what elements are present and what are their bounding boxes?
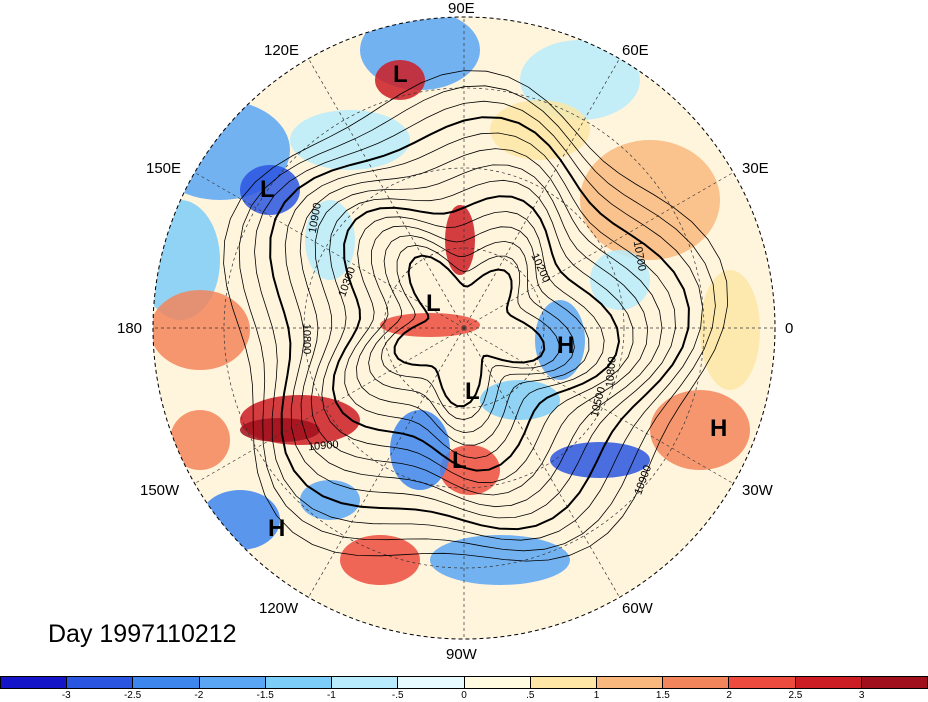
low-pressure-marker: L — [452, 447, 467, 474]
low-pressure-marker: L — [393, 61, 408, 88]
contour-line — [344, 211, 605, 459]
colorbar-swatch — [1, 677, 68, 688]
anomaly-patch — [390, 410, 450, 490]
colorbar-tick-label: -3 — [61, 690, 71, 701]
map-boundary — [152, 16, 776, 640]
anomaly-patch — [480, 380, 560, 420]
contour-line — [321, 179, 634, 484]
contour-line — [223, 70, 729, 562]
low-pressure-marker: L — [426, 290, 441, 317]
contour-line — [299, 148, 663, 508]
colorbar-swatch — [199, 677, 266, 688]
parallel-circle — [303, 167, 625, 489]
colorbar-tick-label: 1.5 — [655, 690, 670, 701]
anomaly-patch — [550, 442, 650, 478]
meridian-line — [463, 327, 734, 484]
height-contours — [223, 70, 729, 562]
lon-label-60e: 60E — [622, 42, 649, 59]
anomaly-field — [153, 17, 775, 639]
colorbar — [0, 676, 928, 689]
colorbar-swatch — [67, 677, 134, 688]
colorbar-swatch — [596, 677, 664, 688]
colorbar-swatch — [663, 677, 730, 688]
high-pressure-marker: H — [557, 332, 575, 359]
colorbar-tick-label: 2.5 — [788, 690, 803, 701]
anomaly-patch — [490, 100, 590, 160]
lon-label-60w: 60W — [622, 600, 653, 617]
anomaly-patch — [535, 300, 585, 380]
lon-label-90e: 90E — [448, 0, 475, 17]
colorbar-swatch — [530, 677, 597, 688]
parallel-circle — [223, 87, 705, 569]
contour-line — [368, 235, 575, 434]
colorbar-tick-label: -2.5 — [123, 690, 142, 701]
colorbar-swatch — [729, 677, 796, 688]
contour-line — [331, 195, 621, 472]
anomaly-patch — [380, 313, 480, 337]
lon-label-0: 0 — [785, 320, 794, 337]
meridian-line — [463, 58, 620, 329]
anomaly-patch — [375, 60, 425, 100]
lon-label-90w: 90W — [446, 646, 477, 663]
colorbar-swatch — [133, 677, 200, 688]
lon-label-120e: 120E — [264, 42, 300, 59]
anomaly-patch — [580, 140, 720, 260]
low-pressure-marker: L — [260, 176, 275, 203]
colorbar-swatch — [464, 677, 531, 688]
lon-label-150e: 150E — [146, 160, 182, 177]
lon-label-30w: 30W — [742, 482, 773, 499]
lon-label-120w: 120W — [259, 600, 299, 617]
anomaly-patch — [590, 250, 650, 310]
colorbar-tick-label: 2 — [726, 690, 732, 701]
contour-line — [238, 85, 716, 552]
anomaly-patch — [170, 410, 230, 470]
contour-line — [284, 132, 676, 519]
colorbar-swatch — [398, 677, 465, 688]
high-pressure-marker: H — [268, 515, 286, 542]
colorbar-tick-label: -1 — [326, 690, 336, 701]
colorbar-tick-label: -2 — [194, 690, 204, 701]
colorbar-tick-label: -1.5 — [256, 690, 274, 701]
colorbar-labels: -3 -2.5 -2 -1.5 -1 -.5 0 .5 1 1.5 2 2.5 3 — [0, 690, 928, 702]
anomaly-patch — [445, 205, 475, 275]
contour-line — [269, 116, 690, 531]
parallel-circle — [383, 247, 545, 409]
colorbar-tick-label: 0 — [461, 690, 467, 701]
anomaly-patch — [340, 535, 420, 585]
contour-line — [254, 100, 703, 541]
contour-line — [356, 225, 590, 446]
low-pressure-marker: L — [465, 378, 480, 405]
colorbar-tick-label: .5 — [526, 690, 535, 701]
anomaly-patch — [520, 40, 640, 120]
high-pressure-marker: H — [710, 415, 728, 442]
anomaly-patch — [153, 290, 250, 370]
contour-line — [380, 244, 560, 421]
colorbar-swatch — [265, 677, 333, 688]
meridian-line — [308, 58, 465, 329]
lon-label-30e: 30E — [742, 160, 769, 177]
contour-line — [310, 164, 649, 496]
meridian-line — [194, 172, 465, 329]
anomaly-patch — [290, 110, 410, 170]
lon-label-150w: 150W — [140, 482, 180, 499]
anomaly-patch — [650, 390, 750, 470]
timestamp-label: Day 1997110212 — [48, 620, 237, 648]
contour-line — [393, 254, 546, 408]
anomaly-patch — [240, 418, 320, 442]
meridian-line — [194, 327, 465, 484]
colorbar-swatch — [861, 677, 928, 688]
meridian-line — [463, 327, 620, 598]
colorbar-swatch — [795, 677, 862, 688]
lon-label-180: 180 — [117, 320, 143, 337]
anomaly-patch — [700, 270, 760, 390]
contour-label: 10800 — [300, 323, 313, 355]
colorbar-tick-label: 1 — [593, 690, 600, 701]
meridian-line — [463, 172, 734, 329]
colorbar-tick-label: 3 — [858, 690, 865, 701]
colorbar-tick-label: -.5 — [391, 690, 404, 701]
colorbar-swatch — [332, 677, 399, 688]
anomaly-patch — [430, 535, 570, 585]
